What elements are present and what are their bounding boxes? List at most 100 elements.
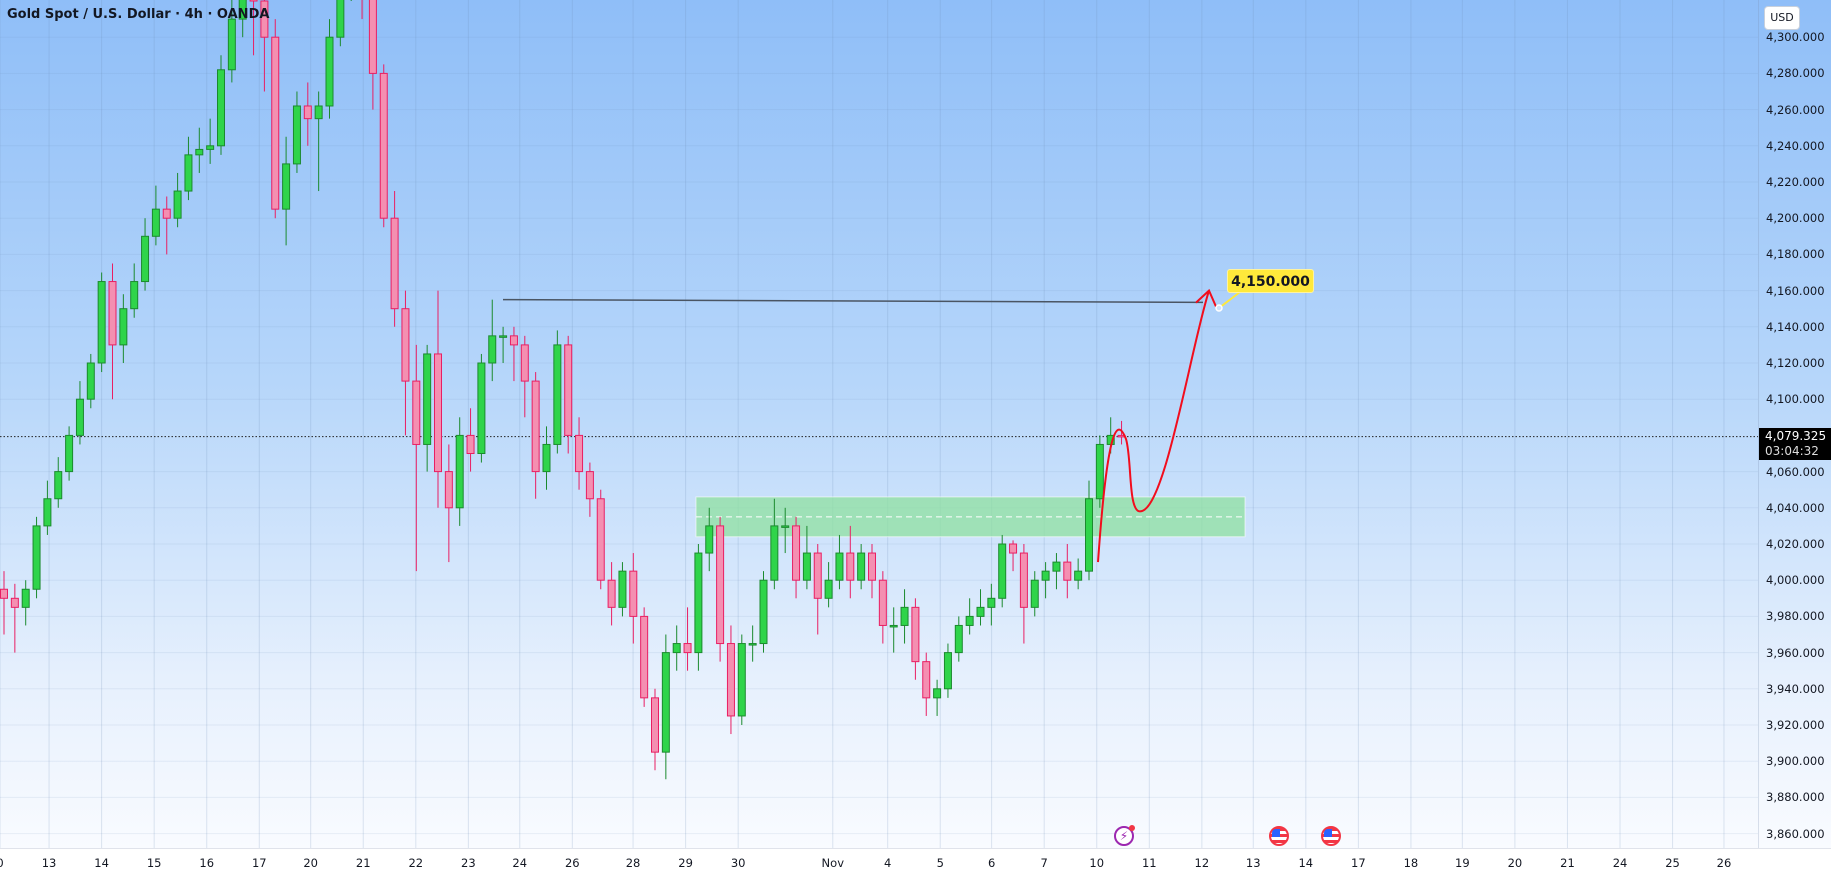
bullish-candle xyxy=(857,552,866,581)
chart-plot-area[interactable] xyxy=(0,0,1758,848)
bullish-candle xyxy=(954,624,963,654)
bullish-candle xyxy=(217,69,225,147)
price-tick-label: 4,020.000 xyxy=(1766,537,1825,551)
bearish-candle xyxy=(531,380,540,473)
price-tick-label: 4,060.000 xyxy=(1766,464,1825,479)
bullish-candle xyxy=(1030,579,1039,608)
time-tick-label: 13 xyxy=(41,856,57,870)
price-tick-label: 3,860.000 xyxy=(1766,826,1825,841)
bullish-candle xyxy=(141,235,150,283)
price-tick-label: 3,920.000 xyxy=(1766,718,1825,732)
bearish-candle xyxy=(629,570,638,617)
currency-button[interactable]: USD xyxy=(1764,6,1800,30)
us-flag-icon[interactable] xyxy=(1321,826,1341,846)
time-tick-label: 17 xyxy=(251,856,267,870)
resistance-line xyxy=(502,298,1204,304)
current-price-value: 4,079.325 xyxy=(1765,429,1827,443)
time-tick-label: 12 xyxy=(1194,856,1210,870)
bullish-candle xyxy=(151,208,160,237)
bearish-candle xyxy=(564,344,573,436)
bullish-candle xyxy=(282,163,291,210)
price-tick-label: 4,100.000 xyxy=(1766,392,1825,407)
bearish-candle xyxy=(466,434,475,454)
time-tick-label: 20 xyxy=(303,856,319,870)
bullish-candle xyxy=(455,434,464,509)
time-tick-label: 21 xyxy=(355,856,371,870)
time-tick-label: 4 xyxy=(884,856,892,870)
bullish-candle xyxy=(65,434,74,473)
candlestick-chart[interactable] xyxy=(0,0,1758,848)
time-tick-label: 11 xyxy=(1141,856,1157,870)
bullish-candle xyxy=(477,362,486,454)
time-tick-label: 21 xyxy=(1560,856,1575,870)
time-tick-label: 28 xyxy=(625,856,641,870)
price-tick-label: 4,160.000 xyxy=(1766,283,1825,298)
time-tick-label: 23 xyxy=(461,856,476,870)
time-tick-label: 15 xyxy=(146,856,162,870)
price-axis[interactable] xyxy=(1758,0,1831,848)
bullish-candle xyxy=(130,281,139,310)
bullish-candle xyxy=(1074,570,1083,581)
price-tick-label: 4,200.000 xyxy=(1766,211,1825,226)
bearish-candle xyxy=(596,498,605,581)
bearish-candle xyxy=(434,353,442,473)
price-tick-label: 4,120.000 xyxy=(1766,356,1825,370)
bullish-candle xyxy=(781,525,790,528)
bullish-candle xyxy=(238,0,247,20)
price-tick-label: 3,980.000 xyxy=(1766,609,1825,624)
bullish-candle xyxy=(661,652,670,753)
target-price-callout[interactable]: 4,150.000 xyxy=(1227,269,1314,293)
bearish-candle xyxy=(922,661,931,699)
arrowhead xyxy=(1195,288,1217,308)
bullish-candle xyxy=(1085,498,1093,572)
bearish-candle xyxy=(868,552,876,581)
bullish-candle xyxy=(965,615,974,626)
bearish-candle xyxy=(1019,552,1028,608)
bearish-candle xyxy=(607,579,616,608)
time-tick-label: 17 xyxy=(1351,856,1366,870)
bearish-candle xyxy=(640,615,649,699)
bullish-candle xyxy=(553,344,562,445)
bullish-candle xyxy=(75,398,84,436)
bearish-candle xyxy=(911,606,920,663)
price-tick-label: 4,180.000 xyxy=(1766,247,1825,262)
time-tick-label: 29 xyxy=(678,856,693,870)
bolt-icon[interactable]: ⚡ xyxy=(1114,825,1135,846)
bullish-candle xyxy=(976,606,985,617)
bullish-candle xyxy=(618,570,627,608)
bearish-candle xyxy=(846,552,855,581)
time-tick-label: 14 xyxy=(94,856,109,870)
time-tick-label: 22 xyxy=(408,856,424,870)
price-tick-label: 3,880.000 xyxy=(1766,790,1825,805)
bullish-candle xyxy=(336,0,345,38)
bearish-candle xyxy=(509,335,518,346)
symbol-title: Gold Spot / U.S. Dollar · 4h · OANDA xyxy=(7,7,270,22)
us-flag-icon[interactable] xyxy=(1269,826,1289,846)
bullish-candle xyxy=(86,362,95,400)
bullish-candle xyxy=(889,624,898,628)
bearish-candle xyxy=(1063,561,1072,581)
bullish-candle xyxy=(987,597,996,608)
bullish-candle xyxy=(694,552,703,654)
bullish-candle xyxy=(173,190,182,219)
bullish-candle xyxy=(499,335,508,338)
bullish-candle xyxy=(998,543,1007,599)
bullish-candle xyxy=(1095,443,1104,500)
bearish-candle xyxy=(575,434,584,473)
bullish-candle xyxy=(292,105,301,165)
time-tick-label: 7 xyxy=(1040,856,1048,870)
price-tick-label: 4,260.000 xyxy=(1766,102,1825,117)
bearish-candle xyxy=(520,344,529,382)
bearish-candle xyxy=(412,380,421,445)
bullish-candle xyxy=(748,643,757,646)
time-tick-label: 26 xyxy=(1716,856,1732,870)
bearish-candle xyxy=(1009,543,1018,554)
bearish-candle xyxy=(249,0,258,2)
time-axis[interactable] xyxy=(0,848,1831,878)
time-tick-label: 25 xyxy=(1665,856,1680,870)
bullish-candle xyxy=(943,652,952,690)
callout-pointer xyxy=(1218,291,1241,309)
bullish-candle xyxy=(542,443,551,473)
time-tick-label: 10 xyxy=(1089,856,1105,870)
bullish-candle xyxy=(672,643,681,654)
